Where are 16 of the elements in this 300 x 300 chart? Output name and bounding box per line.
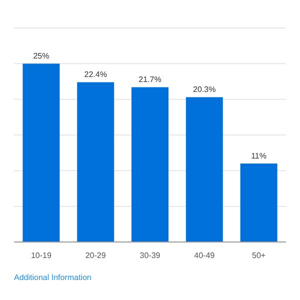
- x-tick-label: 20-29: [85, 251, 106, 260]
- x-tick-label: 50+: [252, 251, 266, 260]
- data-label: 11%: [251, 152, 267, 161]
- data-label: 21.7%: [138, 75, 162, 84]
- text: Additional Information: [14, 273, 92, 282]
- bar: [77, 82, 114, 242]
- data-label: 20.3%: [193, 85, 216, 94]
- x-tick-label: 10-19: [30, 251, 52, 260]
- x-tick-label: 40-49: [194, 251, 216, 260]
- bar: [22, 64, 60, 242]
- bar: [240, 164, 278, 242]
- data-label: 22.4%: [84, 70, 107, 80]
- bar: [186, 97, 223, 242]
- bar: [132, 87, 168, 242]
- data-label: 25%: [33, 52, 50, 61]
- x-tick-label: 30-39: [140, 251, 161, 260]
